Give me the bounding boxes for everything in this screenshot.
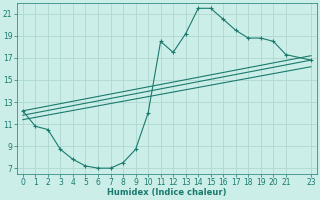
X-axis label: Humidex (Indice chaleur): Humidex (Indice chaleur) [107, 188, 227, 197]
